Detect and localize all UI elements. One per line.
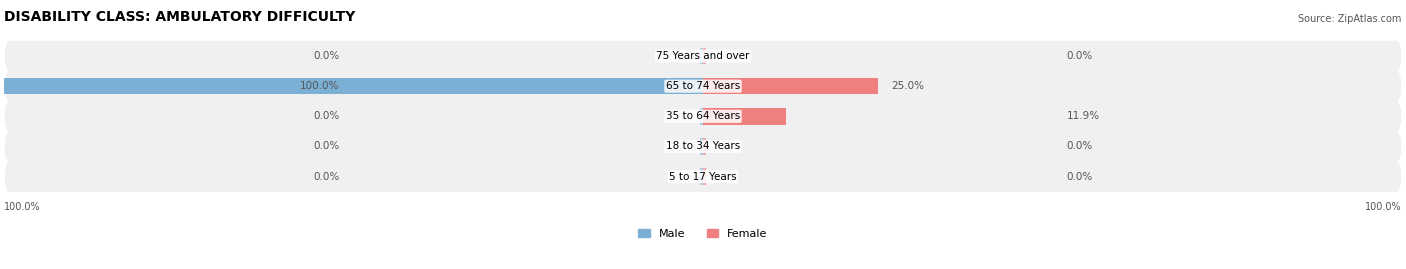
Text: 100.0%: 100.0% (301, 81, 340, 91)
FancyBboxPatch shape (4, 71, 1402, 101)
Bar (703, 78, 877, 94)
Text: 0.0%: 0.0% (1066, 172, 1092, 182)
Text: 5 to 17 Years: 5 to 17 Years (669, 172, 737, 182)
Text: 75 Years and over: 75 Years and over (657, 51, 749, 61)
Text: 0.0%: 0.0% (1066, 141, 1092, 151)
Text: 65 to 74 Years: 65 to 74 Years (666, 81, 740, 91)
Text: 18 to 34 Years: 18 to 34 Years (666, 141, 740, 151)
FancyBboxPatch shape (4, 101, 1402, 132)
Legend: Male, Female: Male, Female (634, 224, 772, 243)
FancyBboxPatch shape (4, 41, 1402, 71)
Text: 0.0%: 0.0% (314, 111, 340, 121)
Bar (703, 138, 706, 155)
Text: 0.0%: 0.0% (1066, 51, 1092, 61)
Bar (700, 108, 703, 125)
FancyBboxPatch shape (4, 161, 1402, 192)
Bar (703, 108, 786, 125)
Text: 0.0%: 0.0% (314, 172, 340, 182)
Text: 0.0%: 0.0% (314, 51, 340, 61)
Bar (703, 168, 706, 185)
Bar (700, 48, 703, 64)
Text: 100.0%: 100.0% (4, 202, 41, 212)
Text: 11.9%: 11.9% (1066, 111, 1099, 121)
Text: 35 to 64 Years: 35 to 64 Years (666, 111, 740, 121)
Text: Source: ZipAtlas.com: Source: ZipAtlas.com (1298, 14, 1402, 24)
Text: DISABILITY CLASS: AMBULATORY DIFFICULTY: DISABILITY CLASS: AMBULATORY DIFFICULTY (4, 10, 356, 24)
Text: 25.0%: 25.0% (891, 81, 925, 91)
FancyBboxPatch shape (4, 131, 1402, 162)
Text: 0.0%: 0.0% (314, 141, 340, 151)
Bar (700, 138, 703, 155)
Bar (4, 78, 703, 94)
Bar (700, 168, 703, 185)
Bar (703, 48, 706, 64)
Text: 100.0%: 100.0% (1365, 202, 1402, 212)
